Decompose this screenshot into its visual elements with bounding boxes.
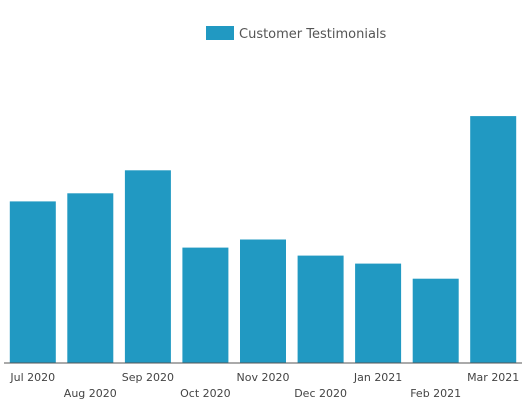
bar-sep-2020[interactable] — [124, 170, 171, 363]
x-tick-label: Sep 2020 — [122, 371, 174, 384]
x-tick-label: Oct 2020 — [180, 387, 231, 400]
legend-label: Customer Testimonials — [239, 27, 387, 42]
x-tick-label: Mar 2021 — [467, 371, 519, 384]
bar-dec-2020[interactable] — [297, 255, 344, 363]
bar-feb-2021[interactable] — [412, 278, 459, 363]
x-tick-label: Jan 2021 — [353, 371, 402, 384]
bars-group — [9, 116, 517, 364]
x-tick-label: Jul 2020 — [9, 371, 55, 384]
x-tick-label: Nov 2020 — [237, 371, 290, 384]
bar-oct-2020[interactable] — [182, 247, 229, 363]
x-tick-label: Aug 2020 — [64, 387, 117, 400]
bar-jul-2020[interactable] — [9, 201, 56, 363]
x-tick-label: Feb 2021 — [410, 387, 461, 400]
bar-nov-2020[interactable] — [240, 239, 286, 364]
legend-swatch — [206, 26, 234, 40]
x-axis-tick-labels: Jul 2020 Aug 2020 Sep 2020 Oct 2020 Nov 2020… — [9, 371, 519, 400]
x-tick-label: Dec 2020 — [294, 387, 347, 400]
bar-jan-2021[interactable] — [355, 263, 402, 363]
bar-mar-2021[interactable] — [470, 116, 517, 363]
legend: Customer Testimonials — [206, 26, 387, 42]
bar-aug-2020[interactable] — [67, 193, 114, 363]
